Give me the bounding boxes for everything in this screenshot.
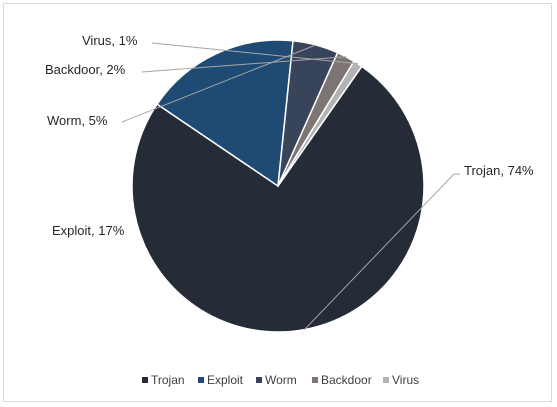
leader-line-virus bbox=[151, 42, 358, 65]
legend-swatch-trojan bbox=[142, 377, 148, 383]
legend-label-trojan: Trojan bbox=[151, 373, 185, 387]
legend-swatch-backdoor bbox=[312, 377, 318, 383]
legend-label-virus: Virus bbox=[392, 373, 419, 387]
leader-line-worm bbox=[121, 44, 316, 123]
legend-label-exploit: Exploit bbox=[207, 373, 244, 387]
data-label-virus: Virus, 1% bbox=[82, 33, 138, 48]
pie-slices bbox=[131, 39, 425, 333]
legend-label-backdoor: Backdoor bbox=[321, 373, 372, 387]
legend-label-worm: Worm bbox=[265, 373, 297, 387]
pie-slice-exploit bbox=[156, 39, 294, 188]
data-label-exploit: Exploit, 17% bbox=[52, 223, 125, 238]
legend: Trojan Exploit Worm Backdoor Virus bbox=[142, 373, 419, 387]
data-label-trojan: Trojan, 74% bbox=[464, 163, 534, 178]
legend-swatch-worm bbox=[256, 377, 262, 383]
data-label-worm: Worm, 5% bbox=[47, 113, 108, 128]
legend-swatch-exploit bbox=[198, 377, 204, 383]
leader-line-trojan bbox=[304, 173, 460, 330]
legend-swatch-virus bbox=[383, 377, 389, 383]
leader-lines bbox=[121, 42, 460, 330]
data-label-backdoor: Backdoor, 2% bbox=[45, 62, 126, 77]
data-labels: Trojan, 74% Exploit, 17% Worm, 5% Backdo… bbox=[45, 33, 534, 238]
